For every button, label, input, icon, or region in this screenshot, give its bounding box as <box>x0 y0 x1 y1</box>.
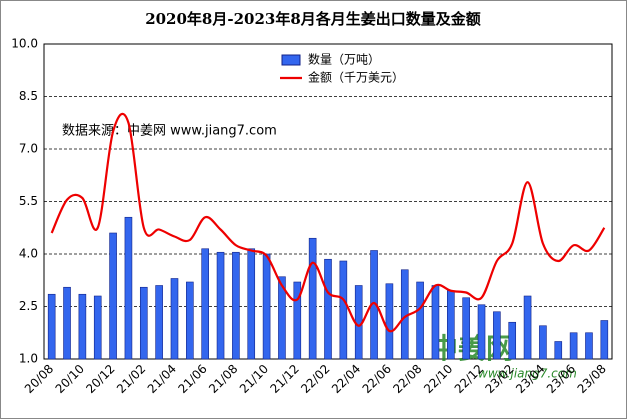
y-tick-label: 2.5 <box>19 299 38 313</box>
bar <box>585 332 593 360</box>
y-tick-label: 10.0 <box>11 37 38 51</box>
bar <box>339 260 348 360</box>
bar <box>278 276 286 360</box>
bar <box>155 285 163 360</box>
bar <box>324 258 332 360</box>
bar <box>539 325 547 360</box>
bar <box>139 286 148 360</box>
chart-title: 2020年8月-2023年8月各月生姜出口数量及金额 <box>145 10 481 28</box>
watermark-logo: 中姜网 <box>430 332 514 365</box>
bar <box>201 248 209 360</box>
bar <box>416 281 424 360</box>
line <box>50 112 606 333</box>
bar <box>186 281 194 360</box>
legend-label: 金额（千万美元） <box>308 70 404 85</box>
bar <box>569 332 578 360</box>
y-tick-label: 5.5 <box>19 194 38 208</box>
bar <box>523 295 532 360</box>
bar <box>216 251 225 360</box>
bar <box>431 285 440 360</box>
watermark-url: www.jiang7.com <box>478 367 577 381</box>
bar <box>170 278 179 360</box>
bar <box>554 341 563 360</box>
bar <box>93 295 102 360</box>
y-tick-label: 4.0 <box>19 247 38 261</box>
annotation: 数据来源：中姜网 www.jiang7.com <box>62 124 277 139</box>
legend-label: 数量（万吨） <box>308 52 380 67</box>
bar <box>508 321 517 360</box>
bar <box>493 311 501 360</box>
y-tick-label: 1.0 <box>19 352 38 366</box>
bar <box>47 293 56 360</box>
bar <box>78 293 87 360</box>
bar <box>308 237 317 360</box>
bar <box>447 290 455 360</box>
bar <box>109 232 117 360</box>
bar <box>124 216 133 360</box>
bar <box>462 297 470 360</box>
y-tick-label: 7.0 <box>19 142 38 156</box>
bar <box>600 320 609 360</box>
bar <box>262 253 271 360</box>
bar <box>232 251 240 360</box>
bar <box>385 283 394 360</box>
bar <box>247 248 256 360</box>
y-tick-label: 8.5 <box>19 89 38 103</box>
bar <box>293 281 302 360</box>
legend-swatch <box>281 54 301 66</box>
bar <box>477 304 486 360</box>
bar <box>63 286 71 360</box>
